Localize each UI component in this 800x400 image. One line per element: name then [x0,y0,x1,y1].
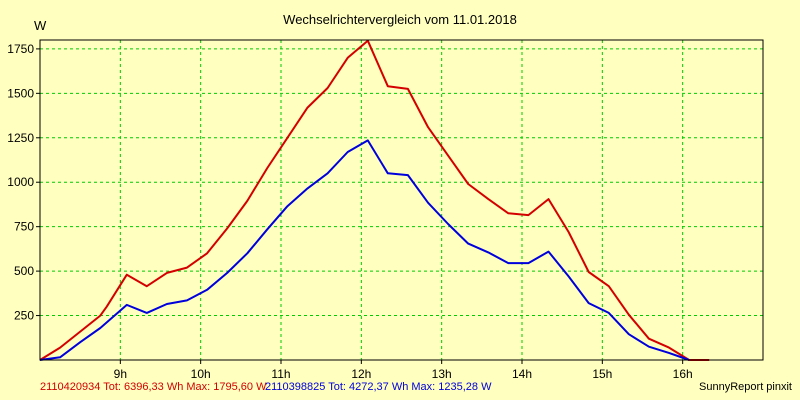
x-tick-label: 10h [191,367,211,381]
x-tick-label: 16h [673,367,693,381]
x-tick-label: 11h [271,367,290,381]
series-lines [39,39,710,361]
series-line-1 [39,39,710,361]
grid [40,40,763,360]
series-line-2 [39,139,690,361]
x-tick-label: 9h [114,367,127,381]
x-tick-label: 12h [351,367,371,381]
y-tick-label: 500 [14,264,34,278]
y-tick-label: 1500 [7,86,34,100]
plot-border [39,39,764,361]
x-tick-label: 14h [512,367,532,381]
legend-series-1: 2110420934 Tot: 6396,33 Wh Max: 1795,60 … [40,381,267,393]
axis-ticks: 9h 10h 11h 12h 13h 14h 15h 16h 250 500 750 1000 1250… [7,42,692,381]
y-axis-label: W [34,18,47,33]
y-tick-label: 250 [14,309,34,323]
legend-series-2: 2110398825 Tot: 4272,37 Wh Max: 1235,28 … [265,381,492,393]
y-tick-label: 1750 [7,42,34,56]
x-tick-label: 13h [432,367,452,381]
credit-text: SunnyReport pinxit [699,381,792,393]
y-tick-label: 750 [14,220,34,234]
chart-title: Wechselrichtervergleich vom 11.01.2018 [283,12,517,27]
y-tick-label: 1000 [7,175,34,189]
x-tick-label: 15h [592,367,612,381]
y-tick-label: 1250 [7,131,34,145]
